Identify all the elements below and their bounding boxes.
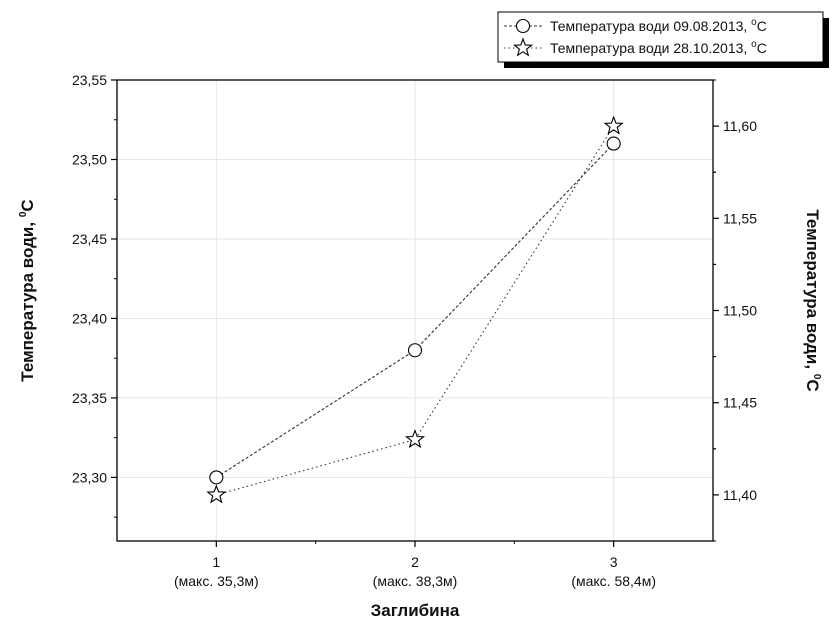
x-tick-label: 2 [411,554,419,570]
series-1-point [209,470,224,485]
series-layer [206,115,624,504]
left-tick-label: 23,30 [72,469,107,485]
x-tick-label: 1 [212,554,220,570]
x-tick-sublabel: (макс. 58,4м) [571,573,656,589]
series-1-point [606,136,621,151]
right-tick-label: 11,55 [723,210,757,226]
series-line-2 [216,125,615,496]
right-tick-label: 11,45 [723,395,757,411]
right-tick-label: 11,50 [723,303,757,319]
x-tick-label: 3 [610,554,618,570]
right-y-axis: 11,40 11,45 11,50 11,55 11,60 [713,79,757,542]
legend-label-2: Температура води 28.10.2013, oC [550,39,767,56]
series-2-point [206,484,227,504]
legend-marker-2 [512,37,534,57]
legend-marker-1 [515,18,531,34]
left-tick-label: 23,50 [72,151,107,167]
right-tick-label: 11,60 [723,118,757,134]
left-tick-label: 23,40 [72,310,107,326]
left-y-axis: 23,30 23,35 23,40 23,45 23,50 23,55 [72,72,117,518]
left-tick-label: 23,45 [72,231,107,247]
legend: Температура води 09.08.2013, oC Температу… [497,11,829,68]
right-tick-label: 11,40 [723,487,757,503]
grid-lines [117,79,713,541]
x-tick-sublabel: (макс. 35,3м) [174,573,259,589]
left-y-axis-title: Температура води, 0C [18,199,37,381]
left-tick-label: 23,55 [72,72,107,88]
x-tick-sublabel: (макс. 38,3м) [373,573,458,589]
series-2-point [404,429,426,449]
legend-box [497,11,824,63]
legend-label-1: Температура води 09.08.2013, oC [550,17,767,34]
series-2-point [603,115,624,135]
series-1-point [407,343,423,358]
x-axis-title: Заглибина [371,601,460,620]
x-axis: 1 (макс. 35,3м) 2 (макс. 38,3м) 3 (макс. 58,4… [174,541,656,589]
left-tick-label: 23,35 [72,390,107,406]
right-y-axis-title: Температура води, 0C [803,209,822,391]
